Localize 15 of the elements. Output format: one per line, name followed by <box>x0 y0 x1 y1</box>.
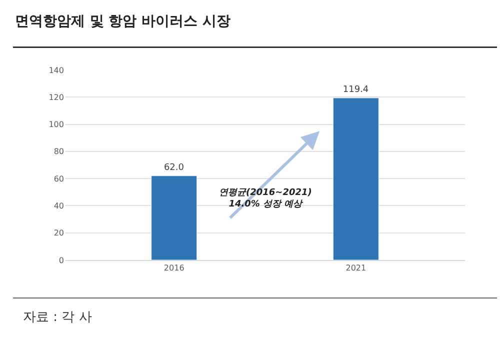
data-label: 119.4 <box>342 84 369 95</box>
y-tick-label: 20 <box>54 228 64 238</box>
text: 자료 : 각 사 <box>23 310 92 325</box>
y-tick-label: 140 <box>48 66 64 75</box>
y-tick-label: 100 <box>48 120 64 130</box>
chart-title: 면역항암제 및 항암 바이러스 시장 <box>15 14 230 30</box>
y-tick-label: 120 <box>48 92 64 102</box>
x-tick-label: 2021 <box>346 264 366 273</box>
x-tick-label: 2016 <box>164 264 184 273</box>
y-tick-label: 0 <box>58 256 64 265</box>
annotation: 연평균(2016~2021) 14.0% 성장 예상 <box>219 188 312 210</box>
data-label: 62.0 <box>164 162 184 173</box>
y-tick-label: 80 <box>54 147 64 156</box>
y-tick-label: 60 <box>54 174 64 184</box>
y-tick-label: 40 <box>54 202 64 211</box>
